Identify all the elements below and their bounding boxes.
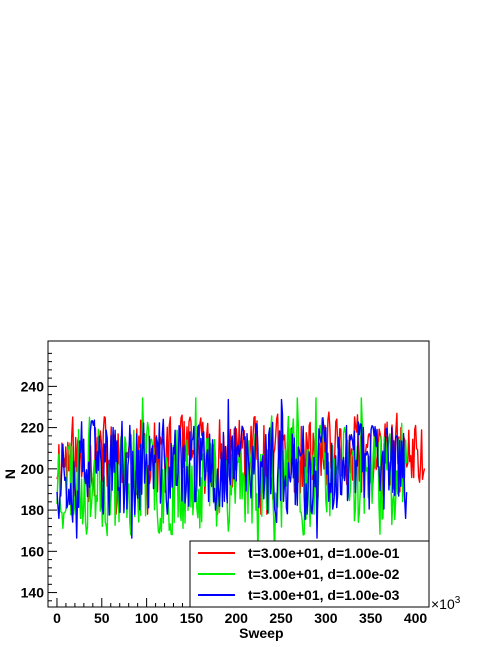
y-tick-label-140: 140 xyxy=(21,585,45,601)
x-tick-label-400: 400 xyxy=(404,610,428,626)
x-axis-multiplier-exponent: 3 xyxy=(455,595,461,606)
x-tick-label-150: 150 xyxy=(180,610,204,626)
y-tick-label-160: 160 xyxy=(21,543,45,559)
x-axis-multiplier-base: ×10 xyxy=(431,596,455,612)
y-tick-label-240: 240 xyxy=(21,378,45,394)
y-tick-label-180: 180 xyxy=(21,502,45,518)
x-axis-title: Sweep xyxy=(239,625,283,641)
y-tick-label-220: 220 xyxy=(21,420,45,436)
series-line-3 xyxy=(56,398,408,539)
x-tick-label-350: 350 xyxy=(359,610,383,626)
x-tick-label-300: 300 xyxy=(314,610,338,626)
x-tick-label-0: 0 xyxy=(53,610,61,626)
legend-label-3: t=3.00e+01, d=1.00e-03 xyxy=(248,587,400,603)
x-axis-multiplier: ×103 xyxy=(431,595,461,612)
legend-label-2: t=3.00e+01, d=1.00e-02 xyxy=(248,566,400,582)
series-layer xyxy=(56,397,426,557)
y-tick-label-200: 200 xyxy=(21,461,45,477)
x-tick-label-100: 100 xyxy=(135,610,159,626)
legend-label-1: t=3.00e+01, d=1.00e-01 xyxy=(248,545,400,561)
y-axis-title: N xyxy=(2,469,18,479)
legend: t=3.00e+01, d=1.00e-01 t=3.00e+01, d=1.00… xyxy=(189,540,430,608)
x-tick-label-50: 50 xyxy=(94,610,110,626)
x-tick-label-200: 200 xyxy=(225,610,249,626)
x-tick-label-250: 250 xyxy=(269,610,293,626)
